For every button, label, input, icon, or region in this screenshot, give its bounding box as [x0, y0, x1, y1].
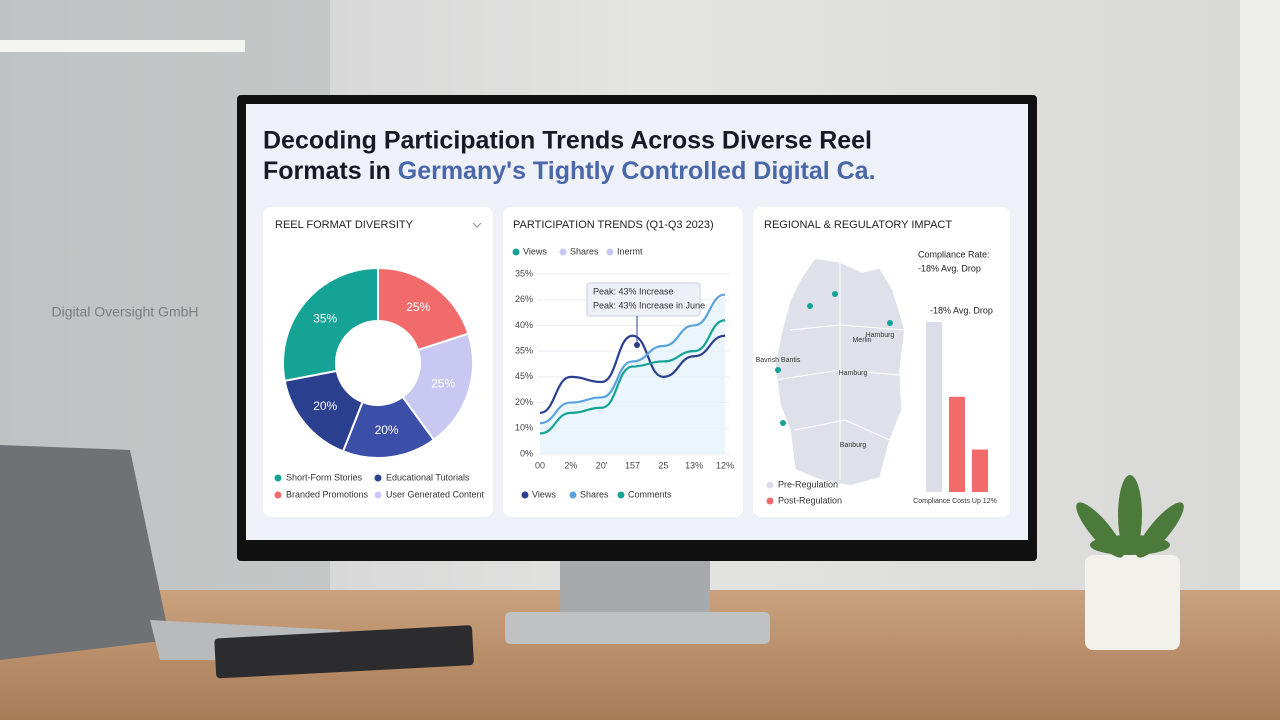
y-tick-label: 20% [515, 397, 533, 407]
note: -18% Avg. Drop [918, 263, 981, 273]
legend-swatch [766, 497, 774, 505]
legend-label: Short-Form Stories [286, 472, 363, 482]
pie-slice [401, 332, 474, 442]
x-tick-label: 157 [625, 460, 640, 470]
y-tick-label: 10% [515, 423, 533, 433]
map-dot [807, 303, 813, 309]
annotation: Peak: 43% Increase in June [593, 300, 705, 310]
bar [972, 449, 988, 492]
laptop-screen [0, 445, 170, 660]
y-tick-label: 35% [515, 268, 533, 278]
map-dot [780, 420, 786, 426]
map-label: Bavrish Bantis [756, 357, 801, 364]
monitor-neck [560, 560, 710, 620]
legend-label: Comments [628, 489, 672, 499]
legend-swatch [569, 491, 577, 499]
y-tick-label: 45% [515, 371, 533, 381]
legend-label: Shares [570, 246, 599, 256]
annotation-box [586, 282, 701, 317]
annotation: Peak: 43% Increase [593, 286, 674, 296]
panel-title: REEL FORMAT DIVERSITY [275, 219, 414, 231]
bar [949, 396, 965, 492]
dashboard-title: Decoding Participation Trends Across Div… [263, 127, 872, 155]
legend-swatch [512, 248, 520, 256]
line-series [539, 319, 726, 435]
map-dot [832, 291, 838, 297]
x-tick-label: 20' [596, 460, 608, 470]
y-tick-label: 40% [515, 320, 533, 330]
pie-slice [377, 266, 470, 352]
slice-label: 25% [431, 376, 455, 390]
panel-title: REGIONAL & REGULATORY IMPACT [764, 219, 952, 231]
legend-label: Views [523, 246, 547, 256]
legend-label: Pre-Regulation [778, 479, 838, 489]
map-dot [775, 367, 781, 373]
chevron-icon [472, 222, 482, 228]
map-label: Hamburg [839, 370, 868, 377]
annotation-dot [634, 342, 640, 348]
legend-label: Shares [580, 489, 609, 499]
line-series [539, 293, 726, 425]
area-fill [540, 294, 725, 454]
x-tick-label: 25 [658, 460, 668, 470]
panel-title: PARTICIPATION TRENDS (Q1-Q3 2023) [513, 219, 714, 231]
legend-label: Post-Regulation [778, 495, 842, 505]
legend-swatch [274, 474, 282, 482]
slice-label: 35% [313, 312, 337, 326]
footer: Compliance Costs Up 12% [913, 498, 997, 505]
legend-label: Educational Tutorials [386, 472, 470, 482]
legend-label: Branded Promotions [286, 489, 369, 499]
pie-slice [282, 266, 379, 382]
x-tick-label: 2% [564, 460, 577, 470]
window [1240, 0, 1280, 600]
legend-swatch [521, 491, 529, 499]
monitor-base [505, 612, 770, 644]
map-dot [887, 320, 893, 326]
legend-label: User Generated Content [386, 489, 485, 499]
slice-label: 20% [313, 399, 337, 413]
legend-swatch [274, 491, 282, 499]
legend-label: Views [532, 489, 556, 499]
legend-swatch [559, 248, 567, 256]
legend-label: Inermt [617, 246, 643, 256]
note: -18% Avg. Drop [930, 305, 993, 315]
map-label: Hamburg [866, 332, 895, 339]
y-tick-label: 0% [520, 448, 533, 458]
slice-label: 25% [406, 300, 430, 314]
bar [926, 322, 942, 492]
legend-swatch [374, 491, 382, 499]
notebook [214, 625, 474, 679]
x-tick-label: 13% [685, 460, 703, 470]
plant [1076, 475, 1184, 558]
ceiling-light [0, 40, 245, 52]
line-series [539, 334, 726, 414]
legend-swatch [617, 491, 625, 499]
legend-swatch [606, 248, 614, 256]
map-label: Banburg [840, 442, 867, 449]
note: Compliance Rate: [918, 249, 990, 259]
y-tick-label: 35% [515, 346, 533, 356]
legend-swatch [374, 474, 382, 482]
wall-sign: Digital Oversight GmbH [51, 304, 198, 320]
dashboard-title-line2: Formats in Germany's Tightly Controlled … [263, 157, 876, 185]
legend-swatch [766, 481, 774, 489]
map-borders [774, 262, 906, 480]
y-tick-label: 26% [515, 294, 533, 304]
title-highlight: Germany's Tightly Controlled Digital Ca. [398, 157, 876, 185]
map-label: Merlin [852, 337, 871, 344]
slice-label: 20% [375, 423, 399, 437]
plant-pot [1085, 555, 1180, 650]
x-tick-label: 00 [535, 460, 545, 470]
x-tick-label: 12% [716, 460, 734, 470]
